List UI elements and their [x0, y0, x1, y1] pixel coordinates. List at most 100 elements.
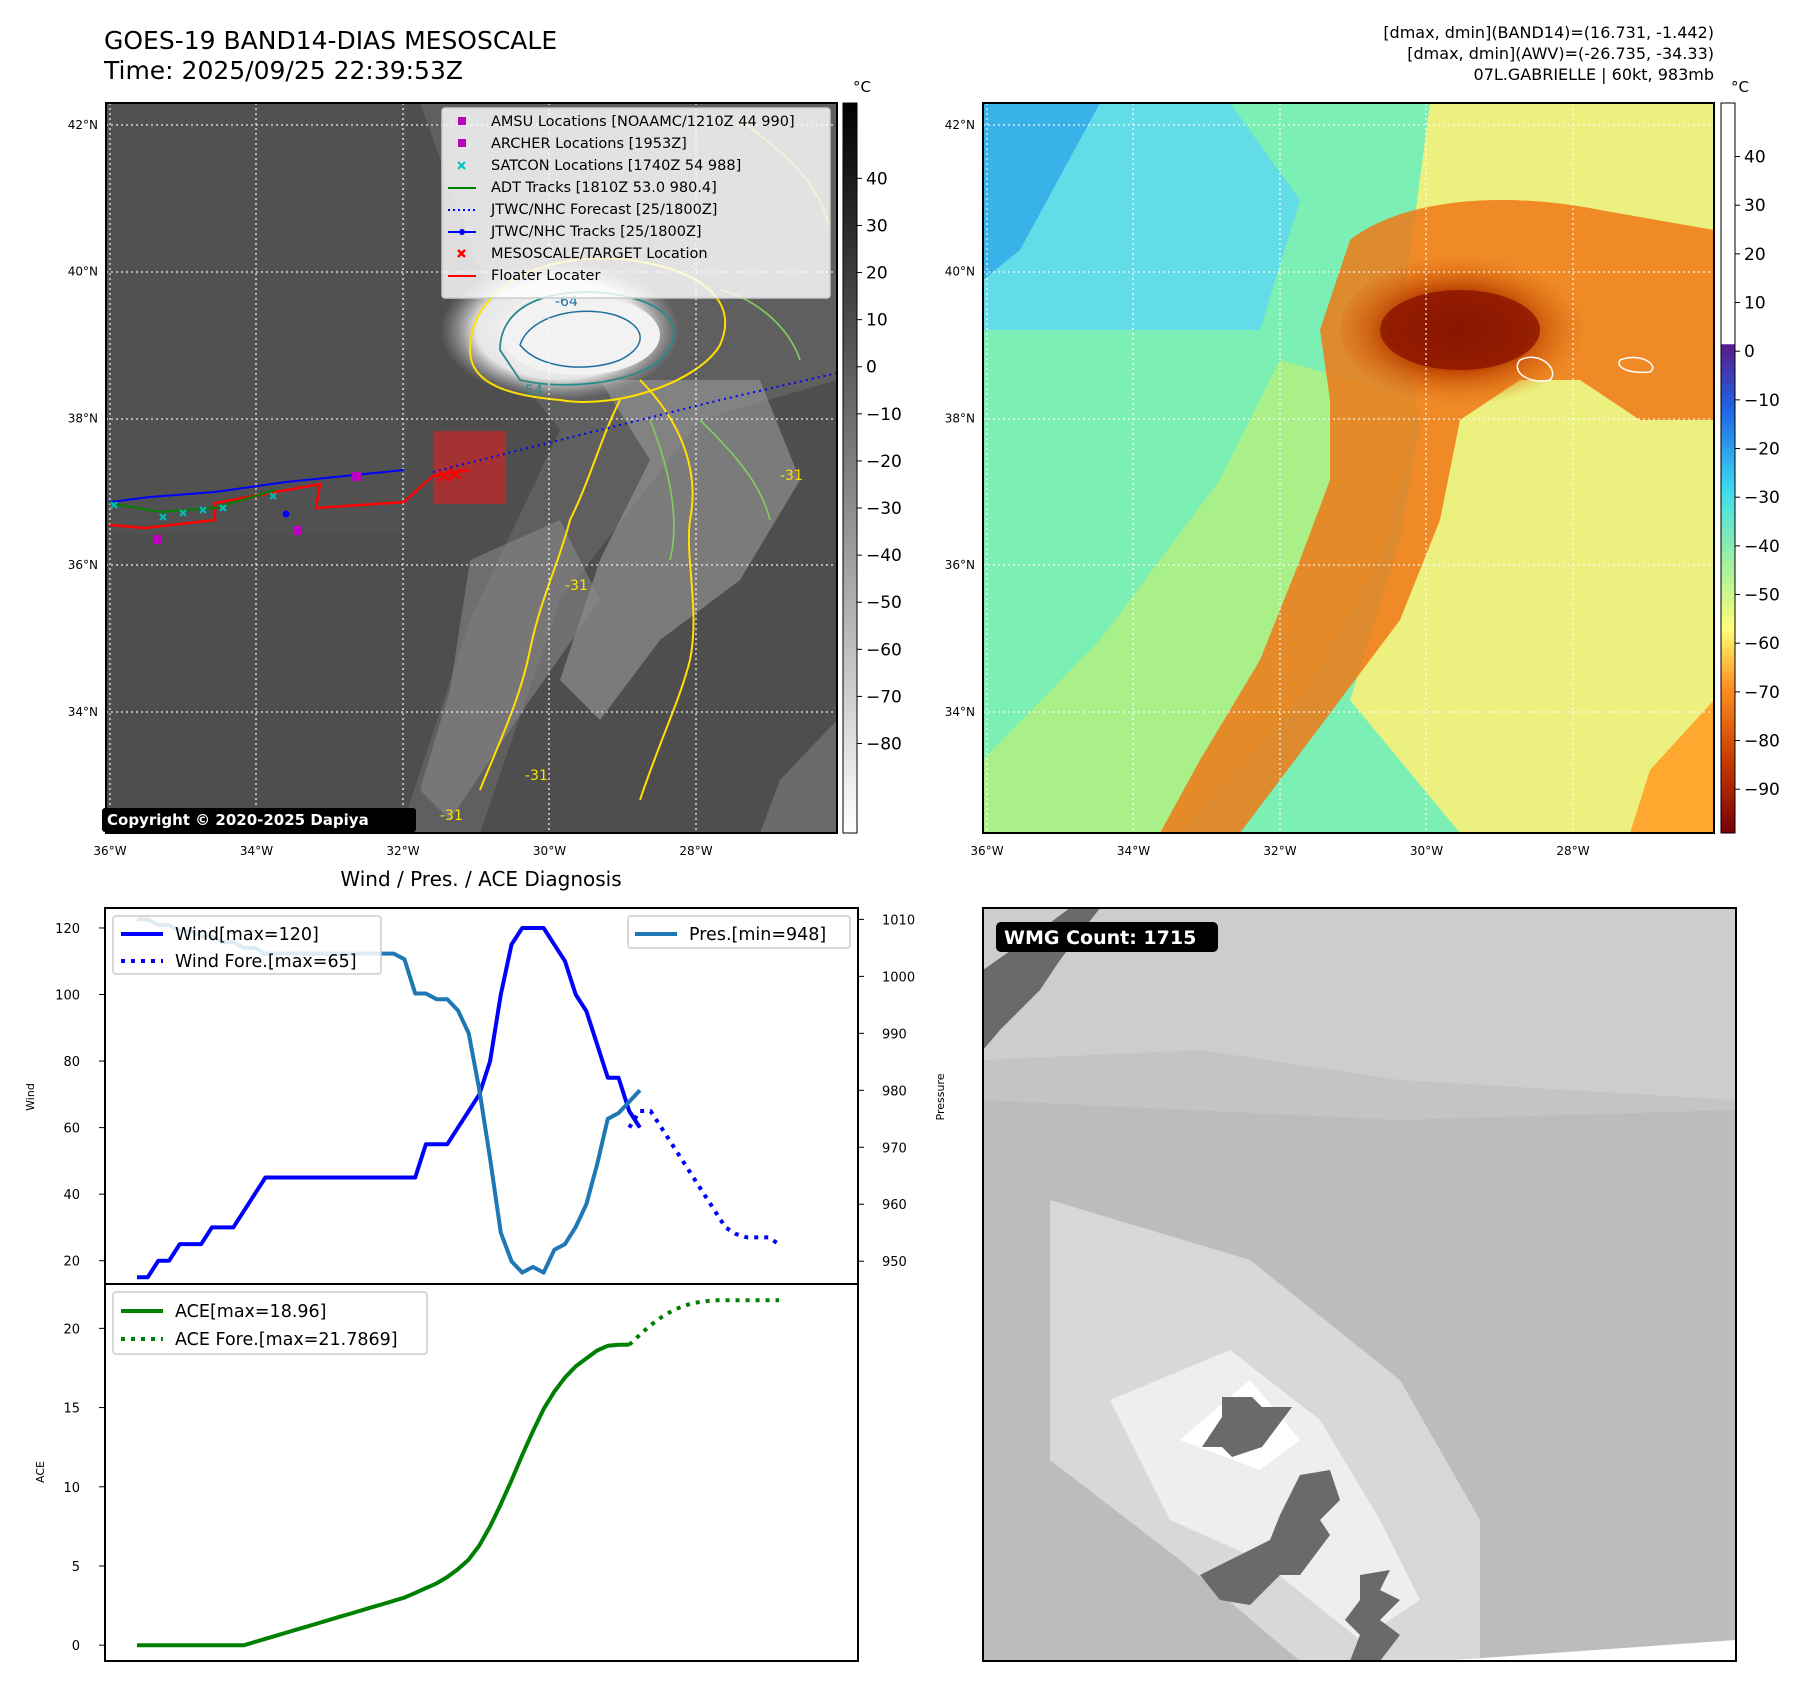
lon-tick-label: 32°W: [1263, 844, 1296, 858]
pressure-tick-label: 1000: [882, 970, 915, 985]
legend-archer-label: ARCHER Locations [1953Z]: [491, 136, 687, 152]
wind-tick-label: 80: [63, 1055, 80, 1070]
floater-locator-line: [109, 468, 471, 530]
lat-tick-label: 42°N: [945, 118, 975, 132]
wind-axis-label: Wind: [24, 1083, 37, 1111]
lat-tick-label: 36°N: [68, 558, 98, 572]
awv-colorbar-tick-label: 30: [1744, 196, 1766, 216]
wind-tick-label: 60: [63, 1122, 80, 1137]
pressure-legend: [627, 915, 851, 949]
legend-satcon-label: SATCON Locations [1740Z 54 988]: [491, 158, 741, 174]
ir-colorbar-tick-label: 10: [866, 311, 888, 331]
lat-tick-label: 42°N: [68, 118, 98, 132]
wind-line: [137, 926, 642, 1280]
awv-colorbar-tick-label: −40: [1744, 537, 1780, 557]
awv-colorbar-tick-label: 40: [1744, 148, 1766, 168]
ace-chart: 0 5 10 15 20 ACE ACE[max=18.96] ACE Fore.[ma…: [34, 1283, 859, 1662]
jtwc-track-point: [282, 510, 290, 518]
contour-label: -31: [525, 768, 548, 784]
archer-marker: [293, 526, 302, 535]
copyright-badge: [102, 808, 416, 832]
legend-adt-label: ADT Tracks [1810Z 53.0 980.4]: [491, 180, 717, 196]
wind-pressure-chart: 20 40 60 80 100 120 950 960 970 980 990 1000 1010 Wi…: [24, 907, 947, 1285]
pressure-axis-label: Pressure: [934, 1073, 947, 1120]
lon-tick-label: 30°W: [1410, 844, 1443, 858]
lon-tick-label: 28°W: [679, 844, 712, 858]
lon-tick-label: 32°W: [386, 844, 419, 858]
copyright-text: Copyright © 2020-2025 Dapiya: [107, 811, 369, 829]
stats-line3: 07L.GABRIELLE | 60kt, 983mb: [1473, 65, 1714, 84]
awv-colorbar: °C 40 30 20 10 0 −10 −20 −30 −40 −50 −60 −70 −80 −90: [1720, 78, 1780, 834]
contour-label: -31: [565, 578, 588, 594]
wind-tick-label: 40: [63, 1188, 80, 1203]
contour-label: -54: [520, 383, 543, 399]
legend-archer-marker: [458, 139, 466, 147]
awv-colorbar-tick-label: −50: [1744, 586, 1780, 606]
lat-tick-label: 34°N: [945, 705, 975, 719]
lat-tick-label: 38°N: [68, 411, 98, 425]
ir-colorbar-tick-label: −80: [866, 735, 902, 755]
lat-tick-label: 34°N: [68, 705, 98, 719]
pressure-tick-label: 990: [882, 1027, 907, 1042]
awv-colorbar-unit: °C: [1731, 78, 1749, 96]
ace-legend-label: ACE[max=18.96]: [175, 1302, 326, 1322]
ir-colorbar: °C 40 30 20 10 0 −10 −20 −30 −40 −50 −60 −70 −80: [842, 78, 902, 834]
ace-axis-label: ACE: [34, 1461, 47, 1483]
wind-legend: [112, 915, 382, 975]
ir-colorbar-tick-label: 0: [866, 358, 877, 378]
figure-title-line2: Time: 2025/09/25 22:39:53Z: [104, 56, 463, 85]
awv-colorbar-tick-label: −20: [1744, 440, 1780, 460]
figure-stats: [dmax, dmin](BAND14)=(16.731, -1.442) [d…: [1383, 22, 1714, 85]
ir-colorbar-tick-label: −20: [866, 452, 902, 472]
awv-map-panel: [982, 102, 1715, 834]
legend-floater-label: Floater Locater: [491, 268, 600, 284]
pressure-tick-label: 950: [882, 1255, 907, 1270]
ir-colorbar-tick-label: 40: [866, 169, 888, 189]
ace-tick-label: 0: [72, 1639, 80, 1654]
lat-tick-label: 38°N: [945, 411, 975, 425]
archer-marker: [352, 472, 361, 481]
lat-tick-label: 40°N: [945, 265, 975, 279]
awv-colorbar-tick-label: −30: [1744, 488, 1780, 508]
mesoscale-target-marker: [438, 468, 461, 482]
ir-colorbar-tick-label: −70: [866, 687, 902, 707]
ir-colorbar-tick-label: 30: [866, 216, 888, 236]
ace-forecast-line: [627, 1298, 779, 1347]
amsu-marker: [153, 535, 162, 544]
contour-label: -31: [440, 808, 463, 824]
ace-line: [137, 1342, 630, 1648]
wind-tick-label: 100: [55, 989, 80, 1004]
awv-colorbar-tick-label: −80: [1744, 732, 1780, 752]
ir-map-panel: -64 -54 -31 -31 -31 -31 AMSU Locations […: [102, 102, 838, 834]
adt-track-line: [109, 489, 276, 514]
awv-colorbar-tick-label: −90: [1744, 780, 1780, 800]
lon-tick-label: 36°W: [970, 844, 1003, 858]
awv-colorbar-tick-label: −60: [1744, 634, 1780, 654]
ir-colorbar-tick-label: −40: [866, 546, 902, 566]
figure-title: GOES-19 BAND14-DIAS MESOSCALE Time: 2025…: [104, 26, 557, 86]
legend-satcon-marker: [457, 161, 466, 170]
ir-colorbar-tick-label: −30: [866, 499, 902, 519]
jtwc-track-line: [109, 469, 405, 503]
awv-colorbar-tick-label: 20: [1744, 245, 1766, 265]
ir-colorbar-tick-label: −50: [866, 593, 902, 613]
pressure-legend-label: Pres.[min=948]: [689, 925, 826, 945]
lon-tick-label: 34°W: [240, 844, 273, 858]
ir-colorbar-tick-label: −60: [866, 640, 902, 660]
ace-tick-label: 5: [72, 1560, 80, 1575]
jtwc-forecast-line: [432, 372, 837, 473]
ace-legend: [112, 1291, 428, 1355]
stats-line2: [dmax, dmin](AWV)=(-26.735, -34.33): [1407, 44, 1714, 63]
stats-line1: [dmax, dmin](BAND14)=(16.731, -1.442): [1383, 23, 1714, 42]
wmg-count-badge: [996, 922, 1218, 952]
ir-legend: AMSU Locations [NOAAMC/1210Z 44 990] ARC…: [441, 107, 831, 299]
figure-title-line1: GOES-19 BAND14-DIAS MESOSCALE: [104, 26, 558, 55]
awv-colorbar-tick-label: −70: [1744, 683, 1780, 703]
ace-tick-label: 15: [63, 1402, 80, 1417]
wmg-count-text: WMG Count: 1715: [1004, 927, 1196, 949]
lat-tick-label: 36°N: [945, 558, 975, 572]
ace-tick-label: 10: [63, 1481, 80, 1496]
wind-forecast-legend-label: Wind Fore.[max=65]: [175, 952, 357, 972]
lon-tick-label: 30°W: [533, 844, 566, 858]
